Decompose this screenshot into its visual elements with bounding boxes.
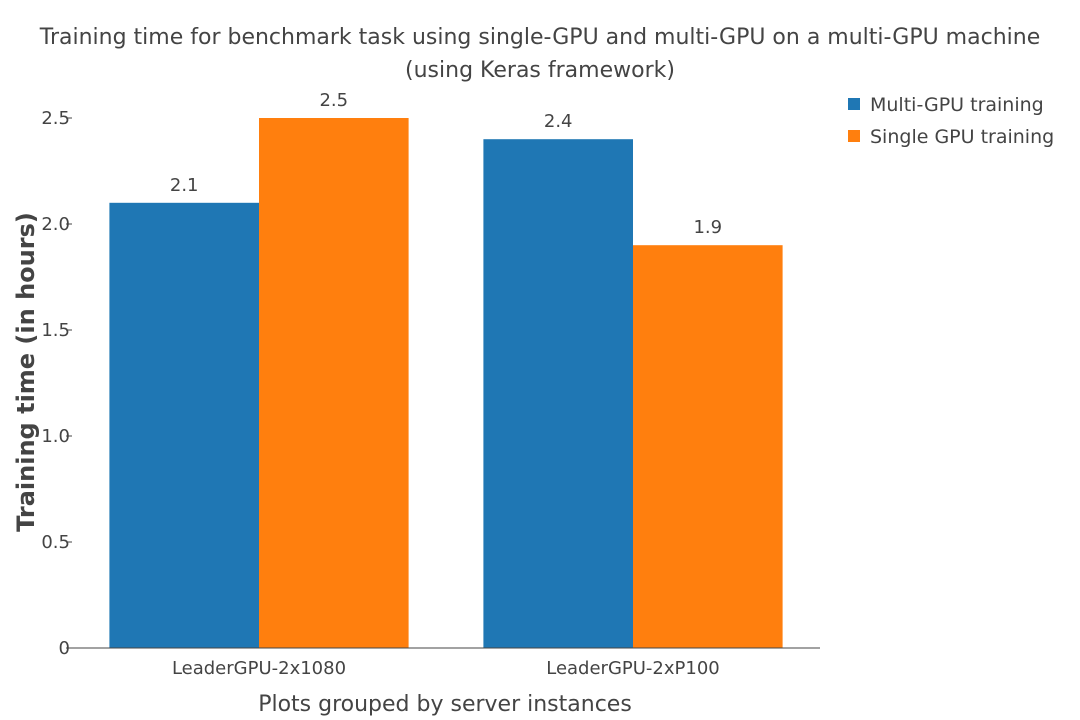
y-axis-title: Training time (in hours) bbox=[12, 212, 40, 532]
x-tick-label: LeaderGPU-2x1080 bbox=[172, 658, 346, 679]
bars bbox=[109, 118, 783, 649]
chart-title-line-2: (using Keras framework) bbox=[405, 58, 675, 83]
y-axis-ticks: 0 0.5 1.0 1.5 2.0 2.5 bbox=[41, 108, 72, 659]
x-axis-ticks: LeaderGPU-2x1080 LeaderGPU-2xP100 bbox=[172, 658, 720, 679]
bar-single-gpu-1 bbox=[633, 245, 783, 648]
bar-multi-gpu-0 bbox=[109, 202, 260, 649]
legend-label: Multi-GPU training bbox=[870, 94, 1044, 116]
y-tick-label: 0 bbox=[59, 638, 70, 659]
bar-value-label: 2.1 bbox=[170, 175, 199, 196]
legend-swatch bbox=[848, 130, 860, 142]
bar-multi-gpu-1 bbox=[483, 139, 633, 648]
bar-value-label: 2.4 bbox=[544, 111, 573, 132]
bar-value-label: 2.5 bbox=[319, 90, 348, 111]
y-tick-label: 2.0 bbox=[41, 214, 70, 235]
x-tick-label: LeaderGPU-2xP100 bbox=[546, 658, 720, 679]
bar-single-gpu-0 bbox=[259, 118, 409, 648]
y-tick-label: 2.5 bbox=[41, 108, 70, 129]
x-axis-title: Plots grouped by server instances bbox=[258, 692, 632, 717]
y-tick-label: 0.5 bbox=[41, 532, 70, 553]
legend-label: Single GPU training bbox=[870, 126, 1054, 148]
chart-title-line-1: Training time for benchmark task using s… bbox=[39, 25, 1040, 50]
bar-value-label: 1.9 bbox=[693, 217, 722, 238]
legend: Multi-GPU training Single GPU training bbox=[848, 94, 1054, 148]
bar-value-labels: 2.1 2.5 2.4 1.9 bbox=[170, 90, 722, 238]
y-tick-label: 1.5 bbox=[41, 320, 70, 341]
y-tick-label: 1.0 bbox=[41, 426, 70, 447]
legend-swatch bbox=[848, 98, 860, 110]
